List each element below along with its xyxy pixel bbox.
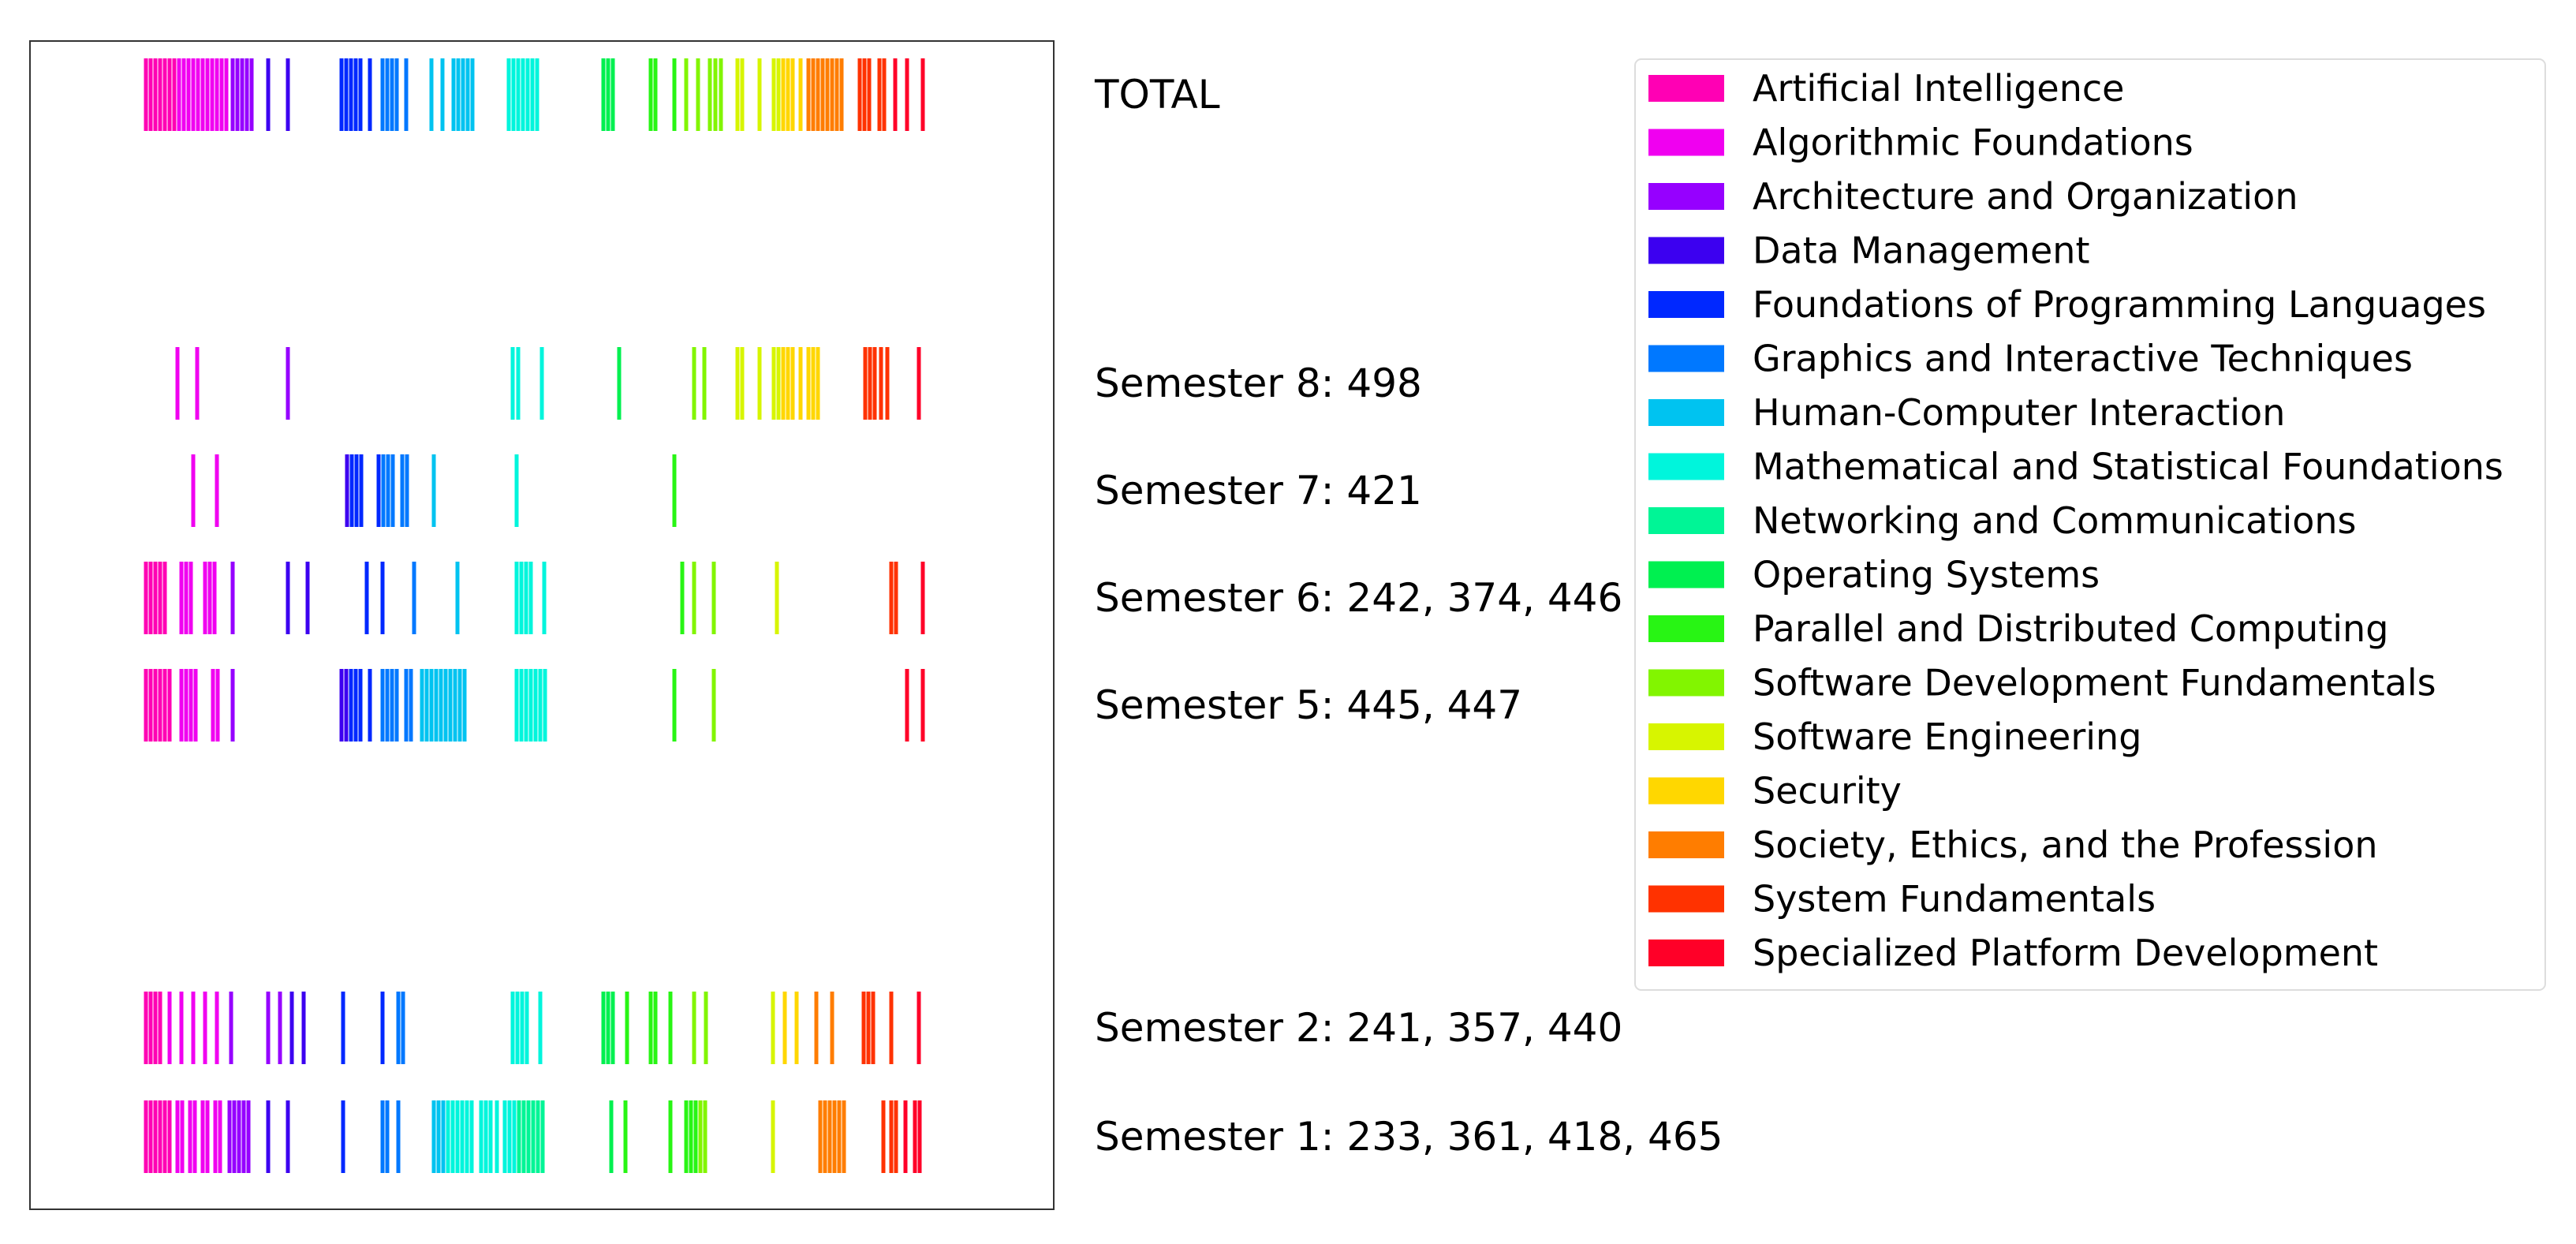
row-label: Semester 6: 242, 374, 446 (1095, 575, 1622, 621)
legend-label: Software Development Fundamentals (1753, 662, 2436, 704)
legend-label: Security (1753, 770, 1902, 813)
legend-item: Parallel and Distributed Computing (1648, 607, 2388, 650)
legend-item: System Fundamentals (1648, 878, 2156, 921)
legend-swatch (1648, 399, 1724, 426)
legend-label: Mathematical and Statistical Foundations (1753, 446, 2503, 488)
legend-item: Algorithmic Foundations (1648, 121, 2193, 164)
barcode-row (144, 58, 925, 131)
legend-frame (1634, 58, 2546, 991)
legend-label: Society, Ethics, and the Profession (1753, 824, 2378, 866)
row-label: TOTAL (1094, 72, 1220, 118)
legend-swatch (1648, 507, 1724, 534)
barcode-row (191, 454, 677, 527)
legend-swatch (1648, 885, 1724, 913)
legend-swatch (1648, 345, 1724, 372)
legend-swatch (1648, 237, 1724, 264)
barcode-row (144, 669, 925, 742)
row-label: Semester 7: 421 (1095, 468, 1422, 514)
legend-items: Artificial Intelligence Algorithmic Found… (1648, 67, 2503, 974)
legend-swatch (1648, 129, 1724, 156)
legend-swatch (1648, 777, 1724, 805)
barcode-row (144, 992, 921, 1064)
legend-item: Software Engineering (1648, 715, 2141, 758)
barcode-row (175, 347, 921, 420)
legend-item: Human-Computer Interaction (1648, 391, 2285, 434)
plot-frame (29, 40, 1055, 1210)
legend-item: Specialized Platform Development (1648, 932, 2378, 974)
row-label: Semester 1: 233, 361, 418, 465 (1095, 1114, 1723, 1160)
legend-swatch (1648, 940, 1724, 966)
barcode-row (144, 562, 925, 634)
row-label: Semester 5: 445, 447 (1095, 682, 1522, 728)
legend-swatch (1648, 75, 1724, 102)
legend-label: Networking and Communications (1753, 499, 2357, 542)
row-labels: TOTAL Semester 8: 498 Semester 7: 421 Semes… (1094, 72, 1723, 1160)
legend-item: Mathematical and Statistical Foundations (1648, 446, 2503, 488)
legend-label: Operating Systems (1753, 554, 2100, 596)
legend-swatch (1648, 831, 1724, 858)
row-label: Semester 8: 498 (1095, 360, 1422, 406)
legend-item: Society, Ethics, and the Profession (1648, 824, 2378, 866)
legend-item: Architecture and Organization (1648, 175, 2298, 218)
legend-swatch (1648, 183, 1724, 210)
legend-item: Graphics and Interactive Techniques (1648, 338, 2413, 380)
row-label: Semester 2: 241, 357, 440 (1095, 1005, 1622, 1051)
legend-swatch (1648, 615, 1724, 642)
legend-label: Algorithmic Foundations (1753, 121, 2193, 164)
legend-label: Graphics and Interactive Techniques (1753, 338, 2413, 380)
barcode-row (144, 1100, 922, 1173)
legend-item: Security (1648, 770, 1902, 813)
legend-swatch (1648, 669, 1724, 697)
marks-layer (144, 58, 925, 1173)
legend-label: Foundations of Programming Languages (1753, 283, 2486, 326)
legend-label: Specialized Platform Development (1753, 932, 2378, 974)
legend-item: Foundations of Programming Languages (1648, 283, 2486, 326)
legend-item: Networking and Communications (1648, 499, 2357, 542)
legend-label: System Fundamentals (1753, 878, 2156, 921)
legend-swatch (1648, 723, 1724, 750)
legend-label: Parallel and Distributed Computing (1753, 607, 2388, 650)
legend-label: Human-Computer Interaction (1753, 391, 2285, 434)
legend-label: Software Engineering (1753, 715, 2141, 758)
legend-label: Architecture and Organization (1753, 175, 2298, 218)
legend-item: Software Development Fundamentals (1648, 662, 2436, 704)
legend-item: Operating Systems (1648, 554, 2100, 596)
legend: Artificial Intelligence Algorithmic Found… (1634, 58, 2546, 991)
legend-item: Artificial Intelligence (1648, 67, 2124, 110)
legend-item: Data Management (1648, 230, 2089, 272)
legend-swatch (1648, 561, 1724, 588)
legend-swatch (1648, 453, 1724, 480)
legend-label: Data Management (1753, 230, 2089, 272)
legend-swatch (1648, 291, 1724, 318)
legend-label: Artificial Intelligence (1753, 67, 2124, 110)
